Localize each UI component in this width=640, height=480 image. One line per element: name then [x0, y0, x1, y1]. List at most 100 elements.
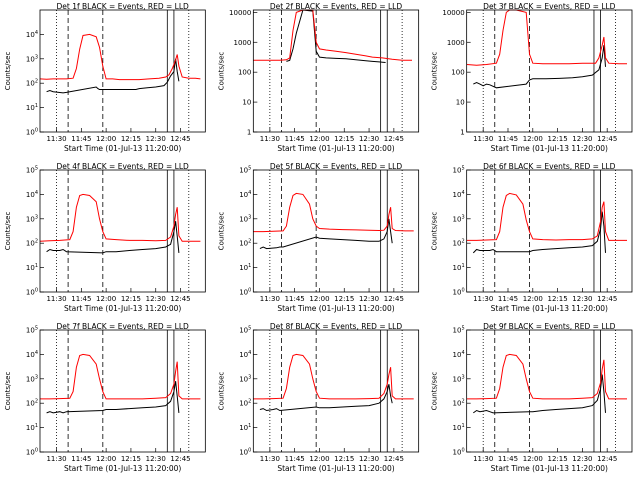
- y-tick-label: 1: [247, 129, 251, 137]
- y-axis-label: Counts/sec: [217, 372, 225, 411]
- y-tick-label: 105: [26, 326, 38, 335]
- chart-panel-8: Det 8f BLACK = Events, RED = LLD 100 101 10…: [217, 322, 420, 473]
- x-tick-label: 12:30: [146, 295, 166, 303]
- series-lld: [40, 353, 201, 400]
- y-tick-label: 102: [26, 399, 38, 408]
- panel-title: Det 8f BLACK = Events, RED = LLD: [270, 322, 403, 331]
- y-tick-label: 101: [453, 423, 465, 432]
- x-tick-label: 12:00: [309, 135, 329, 143]
- y-axis-label: Counts/sec: [431, 212, 439, 251]
- series-lld: [466, 353, 627, 400]
- panel-title: Det 6f BLACK = Events, RED = LLD: [483, 162, 616, 171]
- panel-title: Det 1f BLACK = Events, RED = LLD: [57, 2, 190, 11]
- y-tick-label: 100: [238, 69, 251, 77]
- y-tick-label: 1000: [234, 39, 252, 47]
- y-tick-label: 101: [453, 263, 465, 272]
- x-tick-label: 12:45: [597, 455, 617, 463]
- y-tick-label: 100: [239, 448, 251, 457]
- series-events: [286, 9, 386, 63]
- x-axis-label: Start Time (01-Jul-13 11:20:00): [277, 304, 394, 313]
- y-tick-label: 104: [26, 350, 38, 359]
- chart-panel-1: Det 1f BLACK = Events, RED = LLD 100 101 10…: [4, 2, 206, 153]
- y-tick-label: 103: [26, 54, 38, 63]
- x-tick-label: 12:45: [384, 135, 404, 143]
- plot-frame: [466, 9, 633, 133]
- y-tick-label: 103: [239, 214, 251, 223]
- y-tick-label: 105: [239, 166, 251, 175]
- chart-panel-6: Det 6f BLACK = Events, RED = LLD 100 101 10…: [431, 162, 633, 313]
- x-tick-label: 12:15: [334, 455, 354, 463]
- y-tick-label: 102: [26, 239, 38, 248]
- x-tick-label: 12:30: [359, 455, 379, 463]
- y-axis-label: Counts/sec: [217, 52, 225, 91]
- y-tick-label: 101: [26, 263, 38, 272]
- x-tick-label: 12:30: [359, 295, 379, 303]
- y-tick-label: 100: [26, 448, 38, 457]
- y-axis-label: Counts/sec: [4, 372, 12, 411]
- y-tick-label: 104: [26, 190, 38, 199]
- y-tick-label: 10000: [229, 9, 251, 17]
- y-tick-label: 104: [26, 30, 38, 39]
- y-tick-label: 100: [453, 448, 465, 457]
- x-tick-label: 12:00: [523, 135, 543, 143]
- y-tick-label: 103: [26, 214, 38, 223]
- x-tick-label: 11:30: [473, 455, 493, 463]
- panel-title: Det 9f BLACK = Events, RED = LLD: [483, 322, 616, 331]
- plot-frame: [252, 329, 420, 453]
- y-tick-label: 100: [26, 128, 38, 137]
- y-tick-label: 10000: [442, 9, 464, 17]
- y-tick-label: 10: [456, 99, 465, 107]
- chart-panel-9: Det 9f BLACK = Events, RED = LLD 100 101 10…: [431, 322, 633, 473]
- panel-title: Det 5f BLACK = Events, RED = LLD: [270, 162, 403, 171]
- series-events: [259, 384, 393, 412]
- x-tick-label: 12:45: [170, 295, 190, 303]
- plot-frame: [252, 9, 420, 133]
- y-tick-label: 102: [239, 239, 251, 248]
- x-tick-label: 12:15: [334, 135, 354, 143]
- series-events: [473, 374, 606, 414]
- x-axis-label: Start Time (01-Jul-13 11:20:00): [64, 304, 181, 313]
- x-tick-label: 12:45: [170, 455, 190, 463]
- series-lld: [466, 192, 627, 241]
- chart-panel-2: Det 2f BLACK = Events, RED = LLD 1 10 100 10…: [217, 2, 420, 153]
- y-tick-label: 105: [453, 326, 465, 335]
- x-tick-label: 11:45: [71, 455, 91, 463]
- y-tick-label: 10: [242, 99, 251, 107]
- x-tick-label: 11:30: [260, 295, 280, 303]
- series-lld: [39, 33, 201, 81]
- x-tick-label: 11:45: [285, 295, 305, 303]
- x-tick-label: 12:30: [146, 135, 166, 143]
- x-tick-label: 12:30: [572, 295, 592, 303]
- y-axis-label: Counts/sec: [4, 212, 12, 251]
- x-tick-label: 12:45: [170, 135, 190, 143]
- series-lld: [253, 9, 412, 61]
- x-tick-label: 12:30: [572, 135, 592, 143]
- series-lld: [253, 353, 414, 400]
- x-tick-label: 11:45: [285, 455, 305, 463]
- x-tick-label: 11:30: [46, 135, 66, 143]
- y-tick-label: 102: [239, 399, 251, 408]
- panel-title: Det 4f BLACK = Events, RED = LLD: [57, 162, 190, 171]
- x-tick-label: 11:45: [71, 135, 91, 143]
- x-tick-label: 11:45: [71, 295, 91, 303]
- y-tick-label: 105: [26, 166, 38, 175]
- x-tick-label: 12:00: [96, 455, 116, 463]
- series-lld: [466, 9, 627, 66]
- x-tick-label: 12:45: [597, 295, 617, 303]
- y-tick-label: 100: [239, 288, 251, 297]
- series-events: [473, 45, 606, 89]
- x-tick-label: 11:45: [498, 295, 518, 303]
- y-tick-label: 102: [453, 399, 465, 408]
- x-tick-label: 12:15: [121, 135, 141, 143]
- y-tick-label: 104: [239, 350, 251, 359]
- y-axis-label: Counts/sec: [431, 52, 439, 91]
- x-tick-label: 12:15: [547, 295, 567, 303]
- chart-panel-4: Det 4f BLACK = Events, RED = LLD 100 101 10…: [4, 162, 206, 313]
- series-lld: [253, 192, 414, 233]
- y-tick-label: 104: [239, 190, 251, 199]
- x-tick-label: 12:30: [359, 135, 379, 143]
- x-tick-label: 11:45: [498, 455, 518, 463]
- y-tick-label: 103: [453, 214, 465, 223]
- x-tick-label: 12:00: [309, 295, 329, 303]
